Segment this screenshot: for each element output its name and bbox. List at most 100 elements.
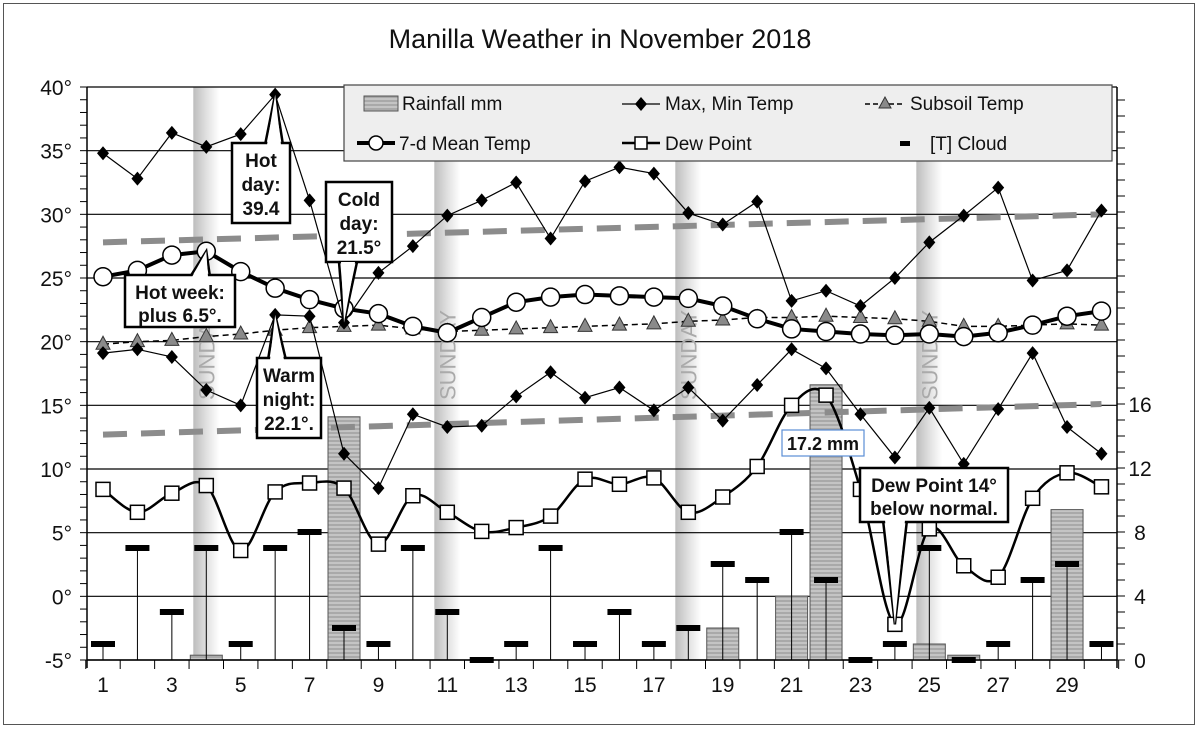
dew-point-marker (473, 523, 490, 540)
callout-text: Cold (338, 190, 380, 211)
mean-temp-marker (1091, 301, 1112, 321)
rainfall-bar (327, 416, 361, 661)
x-tick-label: 11 (436, 674, 458, 697)
y-right-tick-label: 16 (1128, 394, 1151, 417)
cloud-marker (297, 529, 322, 535)
mean-temp-marker (1057, 306, 1077, 326)
legend-cloud-icon (900, 141, 910, 146)
cloud-marker (504, 641, 529, 647)
x-tick-label: 3 (166, 674, 178, 697)
legend-circle-icon (368, 135, 384, 151)
dew-point-marker (680, 504, 697, 521)
legend-square-icon (634, 136, 648, 150)
cloud-marker (641, 641, 666, 647)
legend-subsoil-label: Subsoil Temp (910, 94, 1024, 115)
normal-temp-line (102, 211, 1102, 246)
temp-marker (1061, 263, 1074, 278)
subsoil-marker (164, 331, 180, 346)
temp-marker (1095, 203, 1108, 218)
temp-marker (234, 127, 247, 142)
legend-dew-label: Dew Point (665, 134, 752, 155)
x-tick-label: 21 (780, 674, 803, 697)
mean-temp-marker (747, 308, 767, 329)
cloud-marker (745, 577, 770, 583)
callout-box (255, 356, 323, 440)
temp-marker (372, 481, 385, 496)
callout-text: day: (339, 214, 378, 235)
mean-temp-marker (609, 286, 630, 306)
cloud-marker (1020, 577, 1045, 583)
y-left-tick-label: 10° (40, 459, 72, 482)
temp-marker (441, 208, 454, 223)
subsoil-marker (714, 310, 731, 326)
cloud-marker (332, 625, 357, 631)
cloud-marker (125, 545, 150, 551)
mean-temp-marker (403, 316, 423, 337)
temp-marker (751, 194, 764, 209)
dew-point-marker (336, 480, 352, 496)
dew-point-marker (1024, 490, 1041, 507)
cloud-marker (676, 625, 701, 631)
legend-rainfall-swatch (363, 95, 399, 112)
legend-box (343, 84, 1113, 162)
temp-marker (544, 231, 557, 246)
mean-temp-marker (954, 326, 974, 347)
legend: Rainfall mm Max, Min Temp Subsoil Temp 7-d … (343, 84, 1113, 162)
cloud-marker (435, 609, 460, 615)
mean-temp-marker (1022, 315, 1043, 335)
temp-marker (1095, 446, 1108, 461)
dew-point-marker (990, 569, 1006, 585)
x-tick-label: 1 (97, 674, 109, 697)
callout-hot-day: Hot day: 39.4 (230, 94, 292, 225)
temp-marker (923, 235, 936, 250)
dew-point-marker (198, 477, 215, 494)
x-tick-label: 7 (304, 674, 316, 697)
cloud-marker (194, 545, 219, 551)
callout-box (324, 180, 394, 264)
temp-marker (647, 166, 660, 181)
cloud-marker (263, 545, 288, 551)
temp-marker (820, 283, 833, 298)
callout-text: Hot week: (135, 283, 225, 304)
callout-text: Warm (263, 366, 315, 387)
mean-temp-marker (265, 278, 285, 298)
subsoil-marker (577, 317, 593, 332)
rain-label-box (781, 429, 865, 457)
cloud-marker (607, 609, 632, 615)
x-tick-label: 27 (987, 674, 1010, 697)
dew-point-marker (95, 481, 111, 498)
y-right-tick-label: 4 (1134, 586, 1146, 609)
temp-marker (785, 342, 798, 357)
dew-point-marker (542, 508, 559, 524)
rain-label: 17.2 mm (781, 429, 865, 457)
temp-marker (131, 342, 144, 357)
temp-marker (406, 407, 419, 422)
temp-marker (200, 383, 213, 398)
cloud-marker (400, 545, 425, 551)
y-left-tick-label: 15° (40, 395, 72, 418)
mean-temp-marker (816, 321, 836, 342)
temp-marker (131, 171, 144, 186)
temp-marker (97, 146, 109, 161)
cloud-marker (573, 641, 598, 647)
temp-marker (888, 271, 901, 285)
temp-marker (682, 206, 695, 221)
x-tick-label: 13 (504, 674, 527, 697)
subsoil-marker (1093, 316, 1110, 331)
temp-marker (992, 402, 1005, 417)
x-tick-label: 17 (642, 674, 665, 697)
subsoil-marker (198, 327, 215, 343)
dew-point-marker (783, 397, 800, 414)
temp-marker (303, 193, 316, 208)
subsoil-marker (542, 318, 559, 334)
temp-marker (992, 180, 1005, 195)
mean-temp-marker (437, 323, 458, 343)
cloud-marker (1055, 561, 1080, 567)
dew-point-marker (646, 470, 662, 486)
legend-cloud-label: [T] Cloud (930, 134, 1007, 155)
callout-text: plus 6.5°. (138, 306, 222, 327)
temp-marker (785, 293, 798, 308)
dew-point-marker (1059, 465, 1075, 481)
dew-point-marker (611, 476, 628, 493)
dew-point-marker (267, 484, 283, 500)
